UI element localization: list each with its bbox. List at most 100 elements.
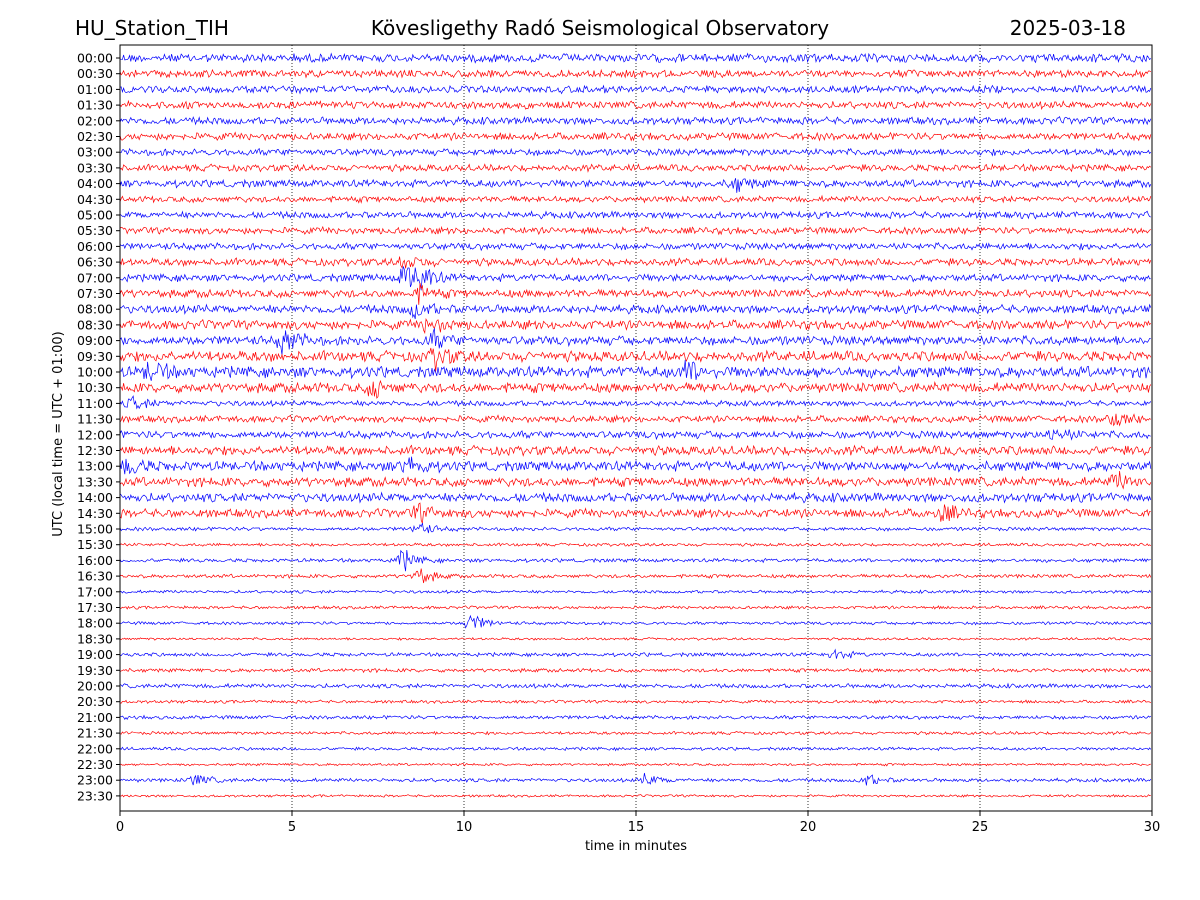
- seismic-trace: [119, 52, 1152, 64]
- seismic-trace: [119, 131, 1152, 142]
- seismic-trace: [119, 225, 1151, 236]
- seismic-trace: [119, 210, 1151, 220]
- y-tick-label: 02:30: [77, 129, 113, 144]
- y-tick-label: 06:00: [77, 239, 113, 254]
- y-tick-label: 19:30: [77, 663, 113, 678]
- seismic-trace: [119, 614, 1152, 629]
- seismic-trace: [119, 667, 1151, 674]
- seismic-trace: [119, 379, 1152, 399]
- seismic-trace: [119, 589, 1152, 595]
- y-tick-label: 16:00: [77, 553, 113, 568]
- y-tick-label: 20:30: [77, 694, 113, 709]
- seismic-trace: [119, 549, 1151, 572]
- seismic-trace: [119, 470, 1152, 490]
- x-tick-label: 15: [628, 820, 645, 835]
- station-name: HU_Station_TIH: [75, 16, 229, 40]
- y-tick-label: 12:00: [77, 427, 113, 442]
- y-tick-label: 08:00: [77, 302, 113, 317]
- y-tick-label: 07:00: [77, 270, 113, 285]
- y-tick-label: 03:30: [77, 160, 113, 175]
- seismic-trace: [119, 395, 1152, 410]
- y-tick-label: 18:00: [77, 616, 113, 631]
- seismic-trace: [119, 266, 1151, 291]
- x-tick-label: 20: [800, 820, 817, 835]
- y-tick-label: 13:30: [77, 474, 113, 489]
- y-tick-label: 09:30: [77, 349, 113, 364]
- seismic-trace: [119, 413, 1152, 427]
- seismic-trace: [119, 682, 1152, 690]
- y-tick-label: 15:30: [77, 537, 113, 552]
- y-tick-label: 18:30: [77, 631, 113, 646]
- y-tick-label: 10:00: [77, 365, 113, 380]
- y-tick-label: 12:30: [77, 443, 113, 458]
- seismic-trace: [119, 772, 1152, 786]
- y-tick-label: 21:30: [77, 726, 113, 741]
- y-tick-label: 03:00: [77, 145, 113, 160]
- y-tick-label: 23:30: [77, 788, 113, 803]
- seismic-trace: [119, 282, 1152, 305]
- chart-title: Kövesligethy Radó Seismological Observat…: [370, 16, 830, 40]
- y-tick-label: 15:00: [77, 522, 113, 537]
- seismic-trace: [119, 542, 1152, 548]
- x-tick-labels: 0 5 10 15 20 25 30: [116, 811, 1160, 835]
- y-tick-label: 13:00: [77, 459, 113, 474]
- seismic-trace: [119, 568, 1152, 584]
- y-tick-label: 14:30: [77, 506, 113, 521]
- seismic-trace: [119, 178, 1152, 193]
- seismic-trace: [119, 522, 1151, 534]
- y-tick-label: 16:30: [77, 569, 113, 584]
- y-tick-label: 04:30: [77, 192, 113, 207]
- y-tick-label: 23:00: [77, 773, 113, 788]
- x-tick-label: 5: [288, 820, 296, 835]
- y-tick-label: 01:30: [77, 98, 113, 113]
- seismic-trace: [119, 762, 1151, 767]
- chart-date: 2025-03-18: [1009, 16, 1126, 40]
- seismic-trace: [119, 84, 1152, 95]
- seismic-trace: [119, 648, 1151, 659]
- seismic-trace: [119, 328, 1151, 355]
- y-tick-label: 05:30: [77, 223, 113, 238]
- y-tick-label: 22:00: [77, 741, 113, 756]
- x-tick-label: 25: [972, 820, 989, 835]
- seismic-trace: [119, 163, 1152, 173]
- seismic-trace: [119, 444, 1152, 457]
- y-tick-label: 11:30: [77, 412, 113, 427]
- y-tick-label: 00:00: [77, 51, 113, 66]
- seismic-trace: [119, 194, 1152, 204]
- seismic-trace: [119, 637, 1152, 641]
- y-tick-label: 02:00: [77, 113, 113, 128]
- seismic-trace: [119, 491, 1152, 504]
- y-tick-label: 22:30: [77, 757, 113, 772]
- grid-lines: [291, 45, 981, 811]
- y-tick-label: 14:00: [77, 490, 113, 505]
- x-tick-label: 0: [116, 820, 124, 835]
- seismic-trace: [119, 359, 1151, 381]
- y-tick-label: 20:00: [77, 679, 113, 694]
- y-tick-labels: 00:0000:3001:0001:3002:0002:3003:0003:30…: [77, 51, 120, 803]
- y-tick-label: 04:00: [77, 176, 113, 191]
- y-tick-label: 01:00: [77, 82, 113, 97]
- y-axis-label: UTC (local time = UTC + 01:00): [51, 331, 66, 536]
- seismic-trace: [119, 456, 1152, 475]
- seismic-trace: [119, 302, 1152, 320]
- y-tick-label: 08:30: [77, 317, 113, 332]
- seismic-trace: [119, 68, 1151, 79]
- seismic-trace: [119, 318, 1152, 335]
- y-tick-label: 17:30: [77, 600, 113, 615]
- seismic-trace: [119, 99, 1152, 110]
- seismic-traces: [119, 52, 1152, 798]
- seismic-trace: [119, 347, 1152, 372]
- x-tick-label: 10: [456, 820, 473, 835]
- seismic-trace: [119, 793, 1151, 798]
- y-tick-label: 10:30: [77, 380, 113, 395]
- y-tick-label: 06:30: [77, 255, 113, 270]
- x-axis-label: time in minutes: [585, 839, 687, 854]
- seismic-trace: [119, 502, 1151, 524]
- y-tick-label: 05:00: [77, 208, 113, 223]
- seismic-trace: [119, 714, 1152, 721]
- y-tick-label: 07:30: [77, 286, 113, 301]
- y-tick-label: 21:00: [77, 710, 113, 725]
- y-tick-label: 17:00: [77, 584, 113, 599]
- y-tick-label: 00:30: [77, 66, 113, 81]
